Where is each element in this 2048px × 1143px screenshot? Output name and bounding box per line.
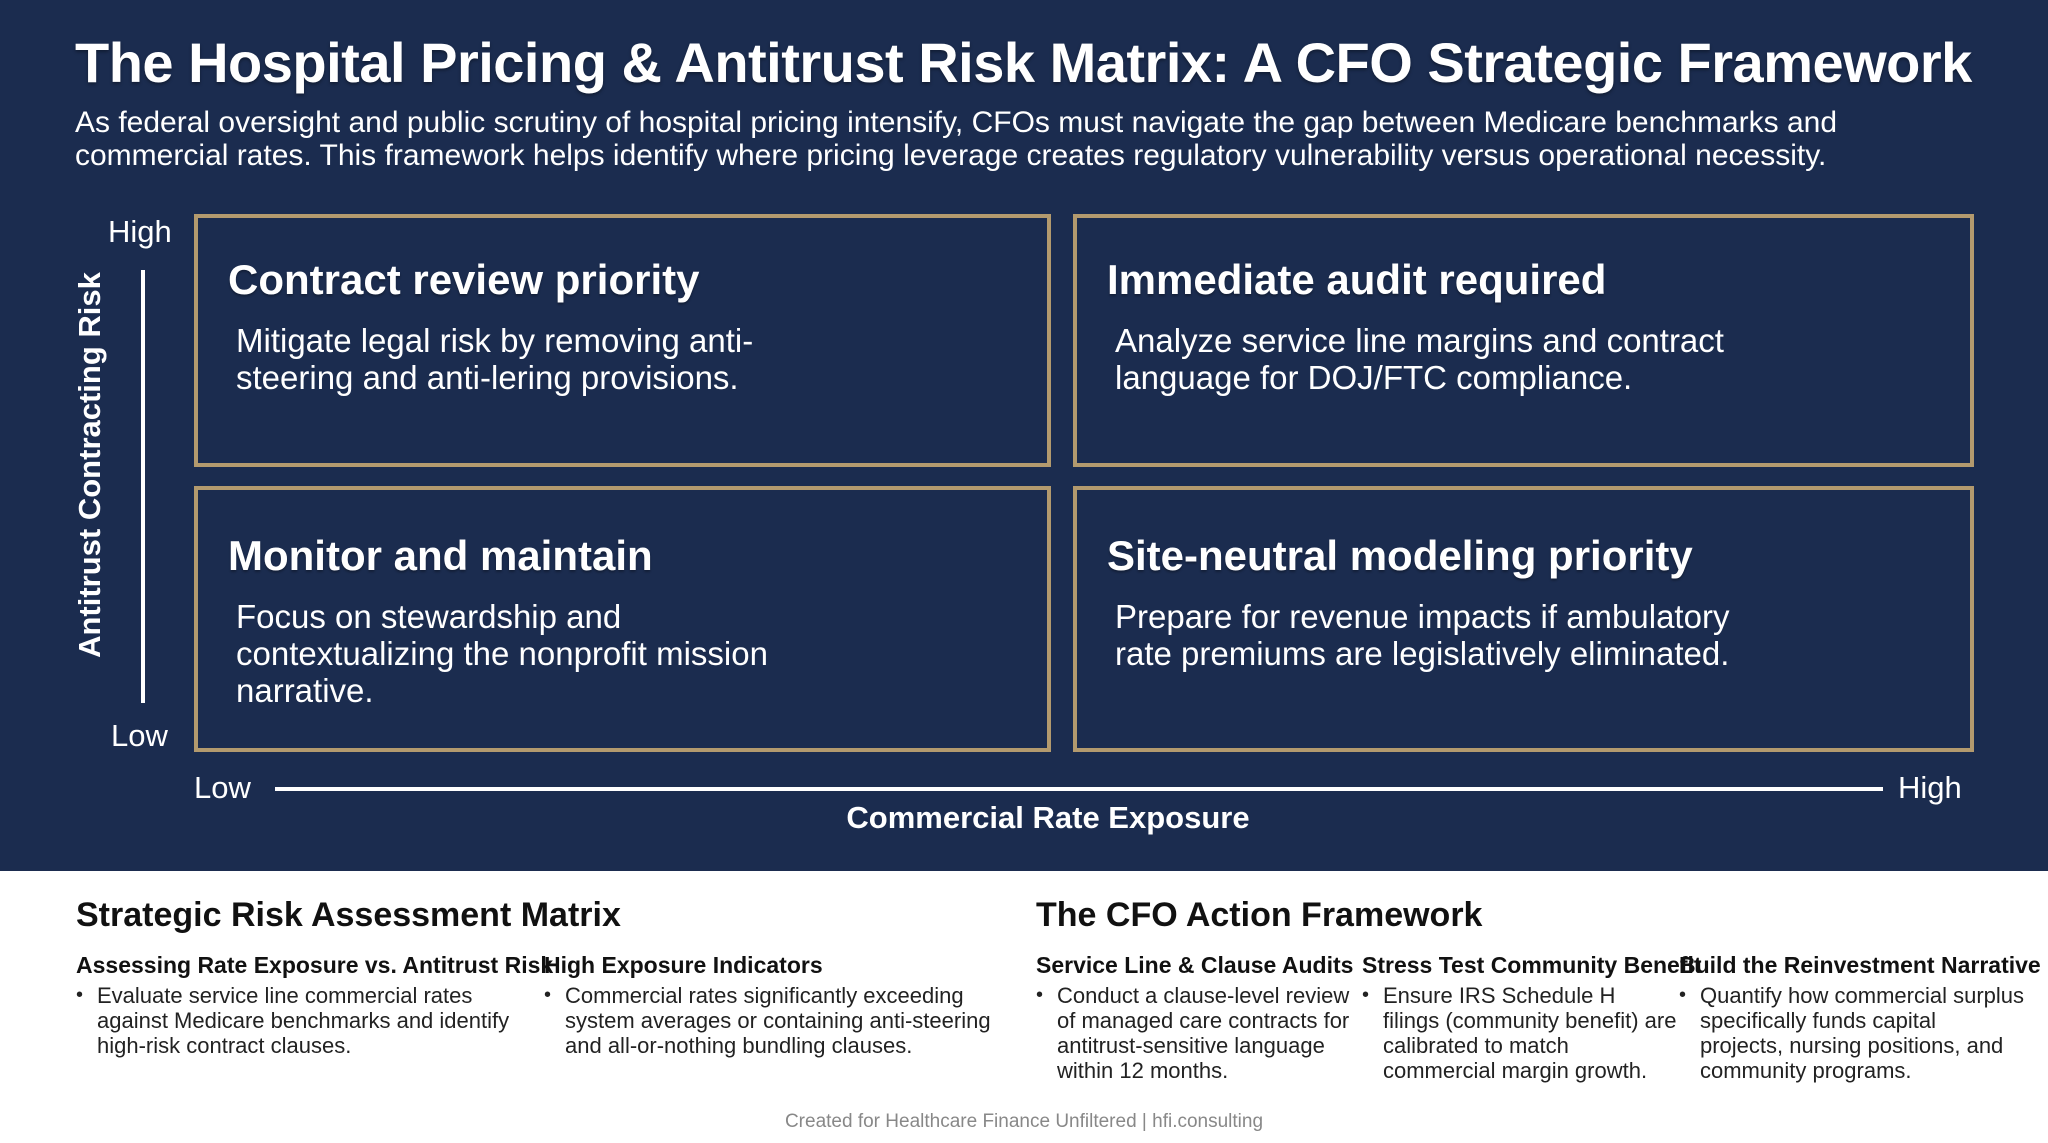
quadrant-description: Focus on stewardship and contextualizing… [236, 598, 768, 709]
column-bullet: Quantify how commercial surplus specific… [1679, 983, 2024, 1083]
quadrant-title: Immediate audit required [1107, 256, 1607, 303]
assessment-column: Assessing Rate Exposure vs. Antitrust Ri… [76, 952, 554, 1058]
column-heading: Assessing Rate Exposure vs. Antitrust Ri… [76, 952, 554, 978]
column-bullet: Ensure IRS Schedule H filings (community… [1362, 983, 1677, 1083]
column-heading: High Exposure Indicators [544, 952, 823, 978]
assessment-column: High Exposure Indicators Commercial rate… [544, 952, 1014, 1058]
x-axis-high-label: High [1898, 770, 1962, 805]
quadrant-description: Mitigate legal risk by removing anti-ste… [236, 322, 754, 396]
y-axis-line [141, 270, 145, 703]
quadrant-bottom-right: Site-neutral modeling priority Prepare f… [1073, 486, 1974, 752]
quadrant-title: Monitor and maintain [228, 532, 653, 579]
y-axis-low-label: Low [111, 718, 168, 753]
column-bullet: Commercial rates significantly exceeding… [544, 983, 1014, 1058]
page-title: The Hospital Pricing & Antitrust Risk Ma… [75, 31, 1972, 94]
quadrant-description: Analyze service line margins and contrac… [1115, 322, 1724, 396]
footer-credit: Created for Healthcare Finance Unfiltere… [784, 1111, 1264, 1132]
action-column: Stress Test Community Benefit Ensure IRS… [1362, 952, 1702, 1083]
action-column: Service Line & Clause Audits Conduct a c… [1036, 952, 1356, 1083]
column-bullet: Evaluate service line commercial rates a… [76, 983, 526, 1058]
assessment-section-title: Strategic Risk Assessment Matrix [76, 896, 621, 934]
action-column: Build the Reinvestment Narrative Quantif… [1679, 952, 2041, 1083]
column-heading: Stress Test Community Benefit [1362, 952, 1702, 978]
quadrant-bottom-left: Monitor and maintain Focus on stewardshi… [194, 486, 1051, 752]
y-axis-title: Antitrust Contracting Risk [72, 272, 107, 658]
x-axis-line [275, 787, 1883, 791]
quadrant-top-right: Immediate audit required Analyze service… [1073, 214, 1974, 467]
page-subtitle: As federal oversight and public scrutiny… [75, 106, 1838, 172]
y-axis-high-label: High [108, 214, 172, 249]
quadrant-title: Site-neutral modeling priority [1107, 532, 1693, 579]
x-axis-title: Commercial Rate Exposure [846, 800, 1250, 835]
action-section-title: The CFO Action Framework [1036, 896, 1483, 934]
x-axis-low-label: Low [194, 770, 251, 805]
column-heading: Service Line & Clause Audits [1036, 952, 1354, 978]
matrix-panel: The Hospital Pricing & Antitrust Risk Ma… [0, 0, 2048, 871]
quadrant-title: Contract review priority [228, 256, 700, 303]
column-bullet: Conduct a clause-level review of managed… [1036, 983, 1356, 1083]
quadrant-top-left: Contract review priority Mitigate legal … [194, 214, 1051, 467]
quadrant-description: Prepare for revenue impacts if ambulator… [1115, 598, 1730, 672]
column-heading: Build the Reinvestment Narrative [1679, 952, 2041, 978]
